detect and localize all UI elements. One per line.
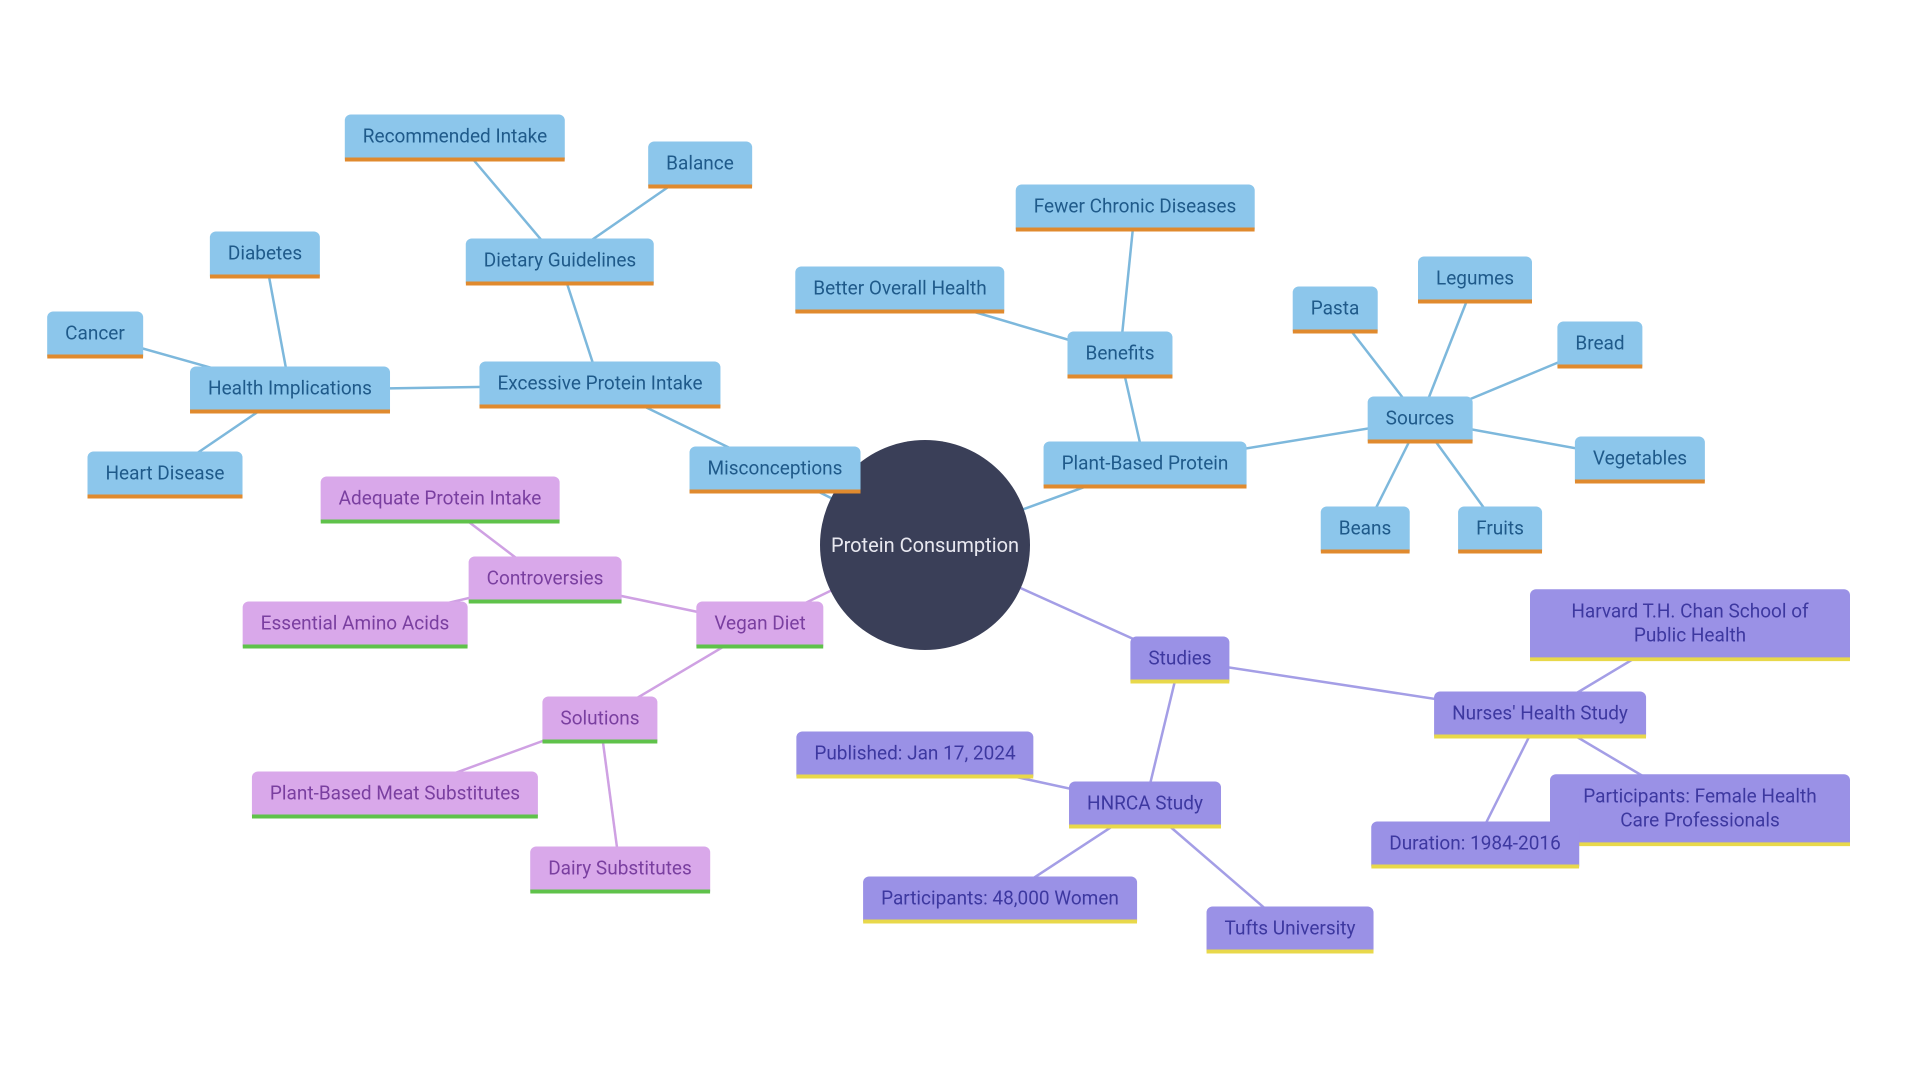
node-label: Balance [666,152,734,175]
node-recommended[interactable]: Recommended Intake [345,115,565,162]
node-label: Cancer [65,322,125,345]
node-hnrca[interactable]: HNRCA Study [1069,782,1221,829]
node-harvard[interactable]: Harvard T.H. Chan School ofPublic Health [1530,589,1850,661]
node-label: Fewer Chronic Diseases [1034,195,1237,218]
node-label: Essential Amino Acids [261,612,450,635]
node-participants_fem[interactable]: Participants: Female HealthCare Professi… [1550,774,1850,846]
node-solutions[interactable]: Solutions [542,697,657,744]
node-label: Plant-Based Meat Substitutes [270,782,520,805]
node-participants_48k[interactable]: Participants: 48,000 Women [863,877,1137,924]
node-legumes[interactable]: Legumes [1418,257,1532,304]
node-excessive[interactable]: Excessive Protein Intake [479,362,720,409]
node-label: Health Implications [208,377,372,400]
node-label: Harvard T.H. Chan School ofPublic Health [1571,599,1808,646]
node-label: Plant-Based Protein [1062,452,1229,475]
node-label: Vegetables [1593,447,1687,470]
node-published[interactable]: Published: Jan 17, 2024 [796,732,1033,779]
node-label: Diabetes [228,242,302,265]
node-plant_meat[interactable]: Plant-Based Meat Substitutes [252,772,538,819]
node-label: Excessive Protein Intake [497,372,702,395]
center-label: Protein Consumption [831,533,1019,557]
node-label: Participants: Female HealthCare Professi… [1583,784,1816,831]
node-health_impl[interactable]: Health Implications [190,367,390,414]
node-label: Dietary Guidelines [484,249,636,272]
node-dairy_sub[interactable]: Dairy Substitutes [530,847,710,894]
node-plant_based[interactable]: Plant-Based Protein [1044,442,1247,489]
node-label: Duration: 1984-2016 [1389,832,1561,855]
node-balance[interactable]: Balance [648,142,752,189]
node-diabetes[interactable]: Diabetes [210,232,320,279]
node-label: Bread [1575,332,1624,355]
node-label: Dairy Substitutes [548,857,692,880]
node-label: Tufts University [1225,917,1356,940]
node-fruits[interactable]: Fruits [1458,507,1542,554]
node-cancer[interactable]: Cancer [47,312,143,359]
node-label: Adequate Protein Intake [339,487,542,510]
node-label: Vegan Diet [714,612,805,635]
node-essential_aa[interactable]: Essential Amino Acids [243,602,468,649]
node-label: Sources [1386,407,1455,430]
node-misconceptions[interactable]: Misconceptions [690,447,861,494]
node-adequate[interactable]: Adequate Protein Intake [321,477,560,524]
node-label: Nurses' Health Study [1452,702,1628,725]
node-vegan[interactable]: Vegan Diet [696,602,823,649]
node-nurses[interactable]: Nurses' Health Study [1434,692,1646,739]
node-label: Better Overall Health [813,277,986,300]
node-tufts[interactable]: Tufts University [1207,907,1374,954]
node-duration[interactable]: Duration: 1984-2016 [1371,822,1579,869]
node-benefits[interactable]: Benefits [1067,332,1172,379]
node-fewer_chronic[interactable]: Fewer Chronic Diseases [1016,185,1255,232]
node-better_health[interactable]: Better Overall Health [795,267,1004,314]
node-label: Fruits [1476,517,1524,540]
node-label: Misconceptions [708,457,843,480]
node-label: Published: Jan 17, 2024 [814,742,1015,765]
node-label: Participants: 48,000 Women [881,887,1119,910]
node-label: Recommended Intake [363,125,547,148]
node-heart[interactable]: Heart Disease [88,452,243,499]
node-vegetables[interactable]: Vegetables [1575,437,1705,484]
node-sources[interactable]: Sources [1368,397,1473,444]
node-beans[interactable]: Beans [1321,507,1410,554]
node-label: Studies [1148,647,1211,670]
node-label: Legumes [1436,267,1514,290]
node-studies[interactable]: Studies [1130,637,1229,684]
node-label: Benefits [1085,342,1154,365]
node-bread[interactable]: Bread [1557,322,1642,369]
node-label: Controversies [487,567,604,590]
node-pasta[interactable]: Pasta [1293,287,1378,334]
node-label: HNRCA Study [1087,792,1203,815]
mindmap-canvas: Protein Consumption Misconceptions Excessi… [0,0,1920,1080]
node-label: Beans [1339,517,1392,540]
node-controversies[interactable]: Controversies [469,557,622,604]
node-label: Pasta [1311,297,1360,320]
node-label: Heart Disease [106,462,225,485]
node-label: Solutions [560,707,639,730]
node-guidelines[interactable]: Dietary Guidelines [466,239,654,286]
